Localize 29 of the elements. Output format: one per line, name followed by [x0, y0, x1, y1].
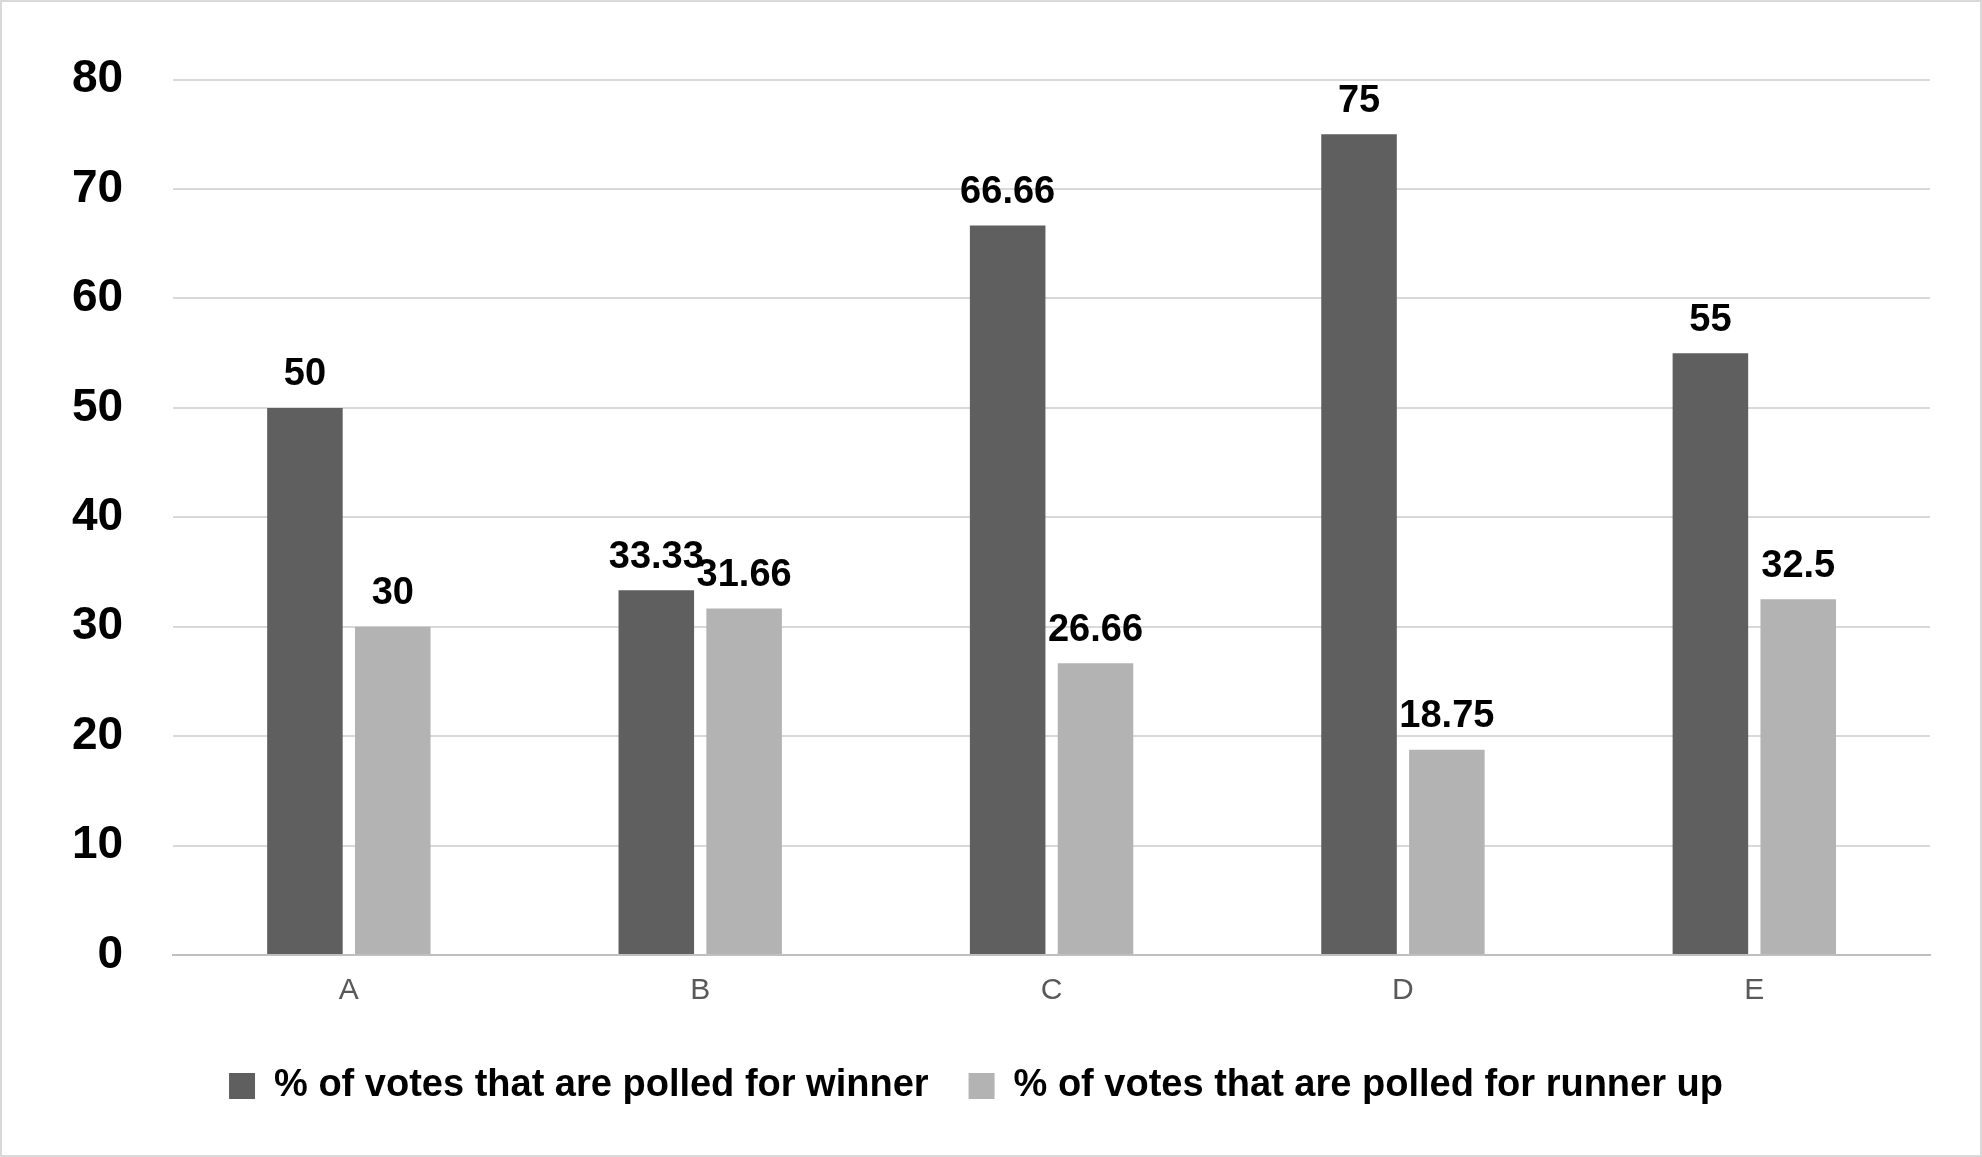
bar [618, 590, 695, 954]
x-tick-label: B [690, 972, 711, 1006]
data-label: 66.66 [960, 169, 1056, 212]
y-tick-label: 20 [71, 706, 124, 759]
x-tick-label: D [1392, 972, 1414, 1006]
y-tick-label: 30 [71, 597, 124, 650]
y-tick-label: 10 [71, 816, 124, 869]
y-tick-label: 60 [71, 269, 124, 322]
data-label: 50 [283, 351, 327, 394]
legend-label: % of votes that are polled for runner up [1013, 1062, 1723, 1105]
data-label: 30 [371, 570, 414, 613]
legend-label: % of votes that are polled for winner [274, 1062, 929, 1105]
bar [1321, 134, 1397, 954]
x-tick-label: E [1744, 972, 1765, 1006]
y-tick-label: 80 [71, 50, 124, 103]
data-label: 32.5 [1761, 542, 1836, 585]
y-tick-label: 0 [97, 925, 124, 978]
x-tick-label: C [1040, 972, 1063, 1006]
y-tick-label: 70 [71, 159, 124, 212]
bar [969, 225, 1046, 954]
bar [1672, 353, 1749, 954]
bar [267, 407, 343, 954]
data-label: 55 [1689, 296, 1732, 339]
data-label: 18.75 [1399, 693, 1495, 736]
y-tick-label: 50 [71, 378, 124, 431]
data-label: 75 [1337, 77, 1381, 120]
x-tick-label: A [338, 972, 359, 1006]
y-tick-label: 40 [71, 487, 124, 540]
data-label: 26.66 [1047, 606, 1144, 649]
